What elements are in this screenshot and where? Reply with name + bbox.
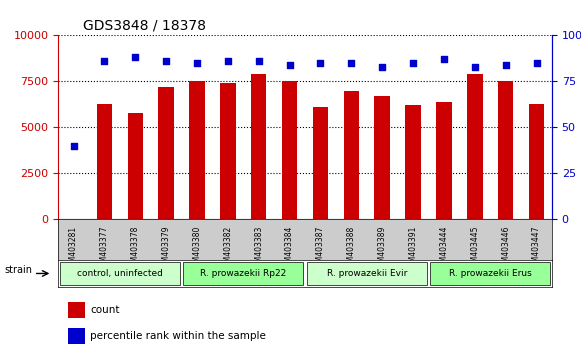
Text: GSM403383: GSM403383 [254, 225, 263, 272]
Point [192, 60, 202, 66]
Point [470, 64, 479, 69]
Point [69, 143, 78, 149]
FancyBboxPatch shape [430, 262, 550, 285]
Point [223, 58, 232, 64]
Bar [68, 302, 85, 318]
Bar [189, 81, 205, 219]
Point [439, 57, 449, 62]
Point [501, 62, 510, 68]
Text: GSM403378: GSM403378 [131, 225, 140, 272]
Text: control, uninfected: control, uninfected [77, 269, 163, 278]
Bar [375, 96, 390, 219]
Text: GDS3848 / 18378: GDS3848 / 18378 [83, 19, 206, 33]
Bar [68, 328, 85, 344]
Bar [313, 107, 328, 219]
Text: GSM403444: GSM403444 [439, 225, 449, 272]
Text: R. prowazekii Rp22: R. prowazekii Rp22 [200, 269, 286, 278]
Point [532, 60, 541, 66]
Text: GSM403281: GSM403281 [69, 225, 78, 272]
Text: strain: strain [4, 265, 32, 275]
Bar [96, 103, 112, 219]
Text: R. prowazekii Erus: R. prowazekii Erus [449, 269, 532, 278]
Point [100, 58, 109, 64]
Bar [159, 87, 174, 219]
Bar [282, 81, 297, 219]
Text: GSM403447: GSM403447 [532, 225, 541, 272]
Text: percentile rank within the sample: percentile rank within the sample [90, 331, 266, 341]
Bar [343, 91, 359, 219]
Point [347, 60, 356, 66]
Text: GSM403387: GSM403387 [316, 225, 325, 272]
Text: GSM403391: GSM403391 [408, 225, 418, 272]
FancyBboxPatch shape [60, 262, 180, 285]
FancyBboxPatch shape [183, 262, 303, 285]
Text: GSM403445: GSM403445 [470, 225, 479, 272]
Point [254, 58, 263, 64]
Bar [220, 83, 235, 219]
Point [408, 60, 418, 66]
Bar [251, 74, 267, 219]
Text: GSM403384: GSM403384 [285, 225, 294, 272]
Bar [128, 113, 143, 219]
Text: GSM403388: GSM403388 [347, 225, 356, 272]
Text: count: count [90, 305, 120, 315]
Text: GSM403389: GSM403389 [378, 225, 387, 272]
Point [378, 64, 387, 69]
Text: GSM403382: GSM403382 [223, 225, 232, 272]
FancyBboxPatch shape [307, 262, 427, 285]
Text: GSM403380: GSM403380 [192, 225, 202, 272]
Point [162, 58, 171, 64]
Text: GSM403377: GSM403377 [100, 225, 109, 272]
Bar [498, 81, 514, 219]
Text: GSM403379: GSM403379 [162, 225, 171, 272]
Bar [529, 103, 544, 219]
Text: R. prowazekii Evir: R. prowazekii Evir [327, 269, 407, 278]
Bar [467, 74, 482, 219]
Bar [436, 102, 451, 219]
Point [285, 62, 294, 68]
Point [131, 55, 140, 60]
Text: GSM403446: GSM403446 [501, 225, 510, 272]
Point [316, 60, 325, 66]
Bar [406, 105, 421, 219]
